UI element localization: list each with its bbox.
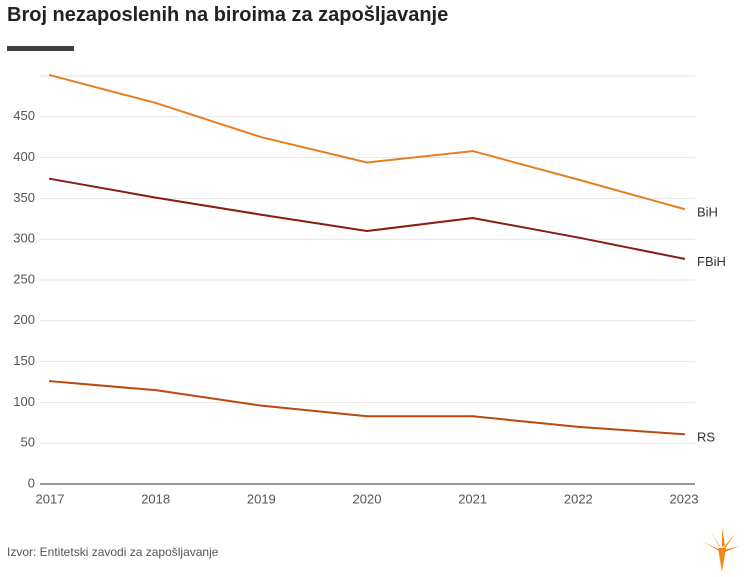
- data-point-bih: [471, 150, 474, 153]
- y-tick-label: 150: [13, 353, 35, 368]
- x-axis-labels: 2017 2018 2019 2020 2021 2022 2023: [36, 491, 699, 506]
- series-label-fbih: FBiH: [697, 254, 726, 269]
- data-point-rs: [154, 389, 157, 392]
- y-axis-labels: 0 50 100 150 200 250 300 350 400 450: [13, 108, 35, 490]
- y-tick-label: 250: [13, 271, 35, 286]
- data-point-fbih: [683, 257, 685, 260]
- y-tick-label: 0: [28, 475, 35, 490]
- data-point-bih: [366, 161, 368, 164]
- series-label-bih: BiH: [697, 204, 718, 219]
- series-line-bih: [49, 74, 685, 211]
- y-tick-label: 300: [13, 231, 35, 246]
- gridlines: [40, 75, 695, 485]
- title-accent-bar: [7, 46, 74, 51]
- data-point-rs: [577, 425, 580, 428]
- data-point-rs: [471, 415, 474, 418]
- x-tick-label: 2018: [141, 491, 170, 506]
- y-tick-label: 200: [13, 312, 35, 327]
- y-tick-label: 400: [13, 149, 35, 164]
- data-point-fbih: [366, 230, 368, 233]
- x-tick-label: 2019: [247, 491, 276, 506]
- chart-title: Broj nezaposlenih na biroima za zapošlja…: [7, 4, 449, 26]
- y-tick-label: 450: [13, 108, 35, 123]
- source-note: Izvor: Entitetski zavodi za zapošljavanj…: [7, 545, 219, 559]
- data-point-fbih: [49, 177, 51, 180]
- data-point-fbih: [577, 236, 580, 239]
- data-point-bih: [49, 74, 51, 77]
- x-tick-label: 2023: [670, 491, 699, 506]
- data-point-bih: [154, 101, 157, 104]
- series-line-rs: [49, 380, 685, 436]
- series-fbih: FBiH: [49, 177, 726, 269]
- series-rs: RS: [49, 380, 715, 445]
- series-line-fbih: [49, 177, 685, 260]
- data-point-bih: [577, 178, 580, 181]
- data-point-rs: [49, 380, 51, 383]
- x-tick-label: 2021: [458, 491, 487, 506]
- x-tick-label: 2022: [564, 491, 593, 506]
- series-bih: BiH: [49, 74, 718, 219]
- data-point-rs: [260, 404, 263, 407]
- x-tick-label: 2020: [353, 491, 382, 506]
- data-point-fbih: [154, 196, 157, 199]
- data-point-bih: [260, 136, 263, 139]
- data-point-bih: [683, 208, 685, 211]
- data-point-fbih: [471, 216, 474, 219]
- data-point-fbih: [260, 213, 263, 216]
- x-tick-label: 2017: [36, 491, 65, 506]
- y-tick-label: 100: [13, 394, 35, 409]
- data-point-rs: [366, 415, 368, 418]
- y-tick-label: 50: [21, 435, 35, 450]
- data-point-rs: [683, 433, 685, 436]
- y-tick-label: 350: [13, 190, 35, 205]
- series-label-rs: RS: [697, 430, 715, 445]
- rferl-logo: [704, 528, 739, 572]
